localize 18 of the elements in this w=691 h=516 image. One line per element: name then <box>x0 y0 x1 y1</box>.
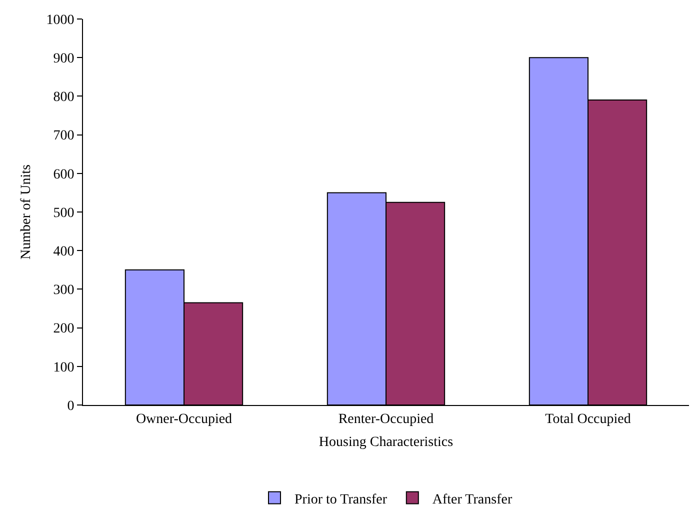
y-tick-label: 400 <box>53 244 74 260</box>
y-tick-label: 600 <box>53 167 74 182</box>
legend-label: After Transfer <box>432 492 512 508</box>
x-tick-label: Renter-Occupied <box>338 412 434 427</box>
x-tick-label: Total Occupied <box>545 412 631 427</box>
y-tick-label: 300 <box>53 283 74 298</box>
x-axis-title: Housing Characteristics <box>318 435 454 450</box>
y-tick-label: 800 <box>53 90 74 106</box>
y-tick-label: 1000 <box>46 12 74 28</box>
y-tick-label: 900 <box>53 52 74 66</box>
y-axis-title: Number of Units <box>18 164 34 260</box>
x-tick-label: Owner-Occupied <box>136 412 232 427</box>
y-tick-label: 200 <box>53 322 74 337</box>
y-tick-label: 700 <box>53 128 74 144</box>
y-tick-label: 500 <box>53 206 74 221</box>
y-tick-label: 100 <box>53 360 74 376</box>
y-tick-label: 0 <box>67 398 74 414</box>
legend-label: Prior to Transfer <box>294 492 388 508</box>
